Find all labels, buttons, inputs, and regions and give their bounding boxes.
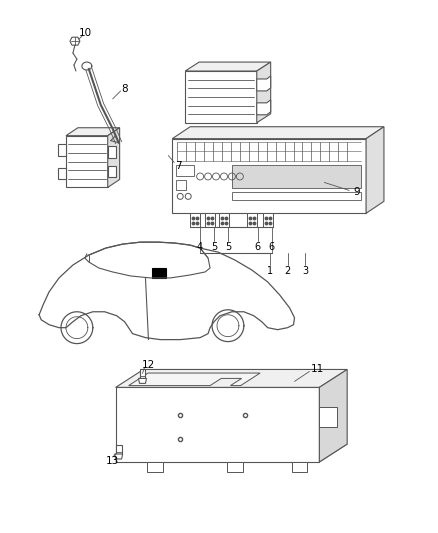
Polygon shape	[140, 369, 145, 378]
Polygon shape	[185, 62, 271, 71]
Text: 6: 6	[268, 242, 275, 252]
Text: 6: 6	[254, 242, 261, 252]
Polygon shape	[58, 144, 66, 156]
Polygon shape	[257, 62, 271, 123]
Text: 4: 4	[197, 242, 203, 252]
Polygon shape	[116, 445, 122, 454]
Polygon shape	[116, 387, 319, 462]
Polygon shape	[176, 181, 186, 190]
Polygon shape	[138, 378, 146, 383]
Polygon shape	[66, 136, 108, 188]
Text: 10: 10	[79, 28, 92, 38]
Polygon shape	[148, 462, 163, 472]
Polygon shape	[227, 462, 243, 472]
Polygon shape	[176, 165, 194, 176]
Text: 12: 12	[142, 360, 155, 370]
Text: 3: 3	[302, 266, 308, 276]
Polygon shape	[108, 166, 116, 177]
Polygon shape	[219, 213, 229, 227]
Polygon shape	[108, 146, 116, 158]
Polygon shape	[232, 165, 361, 188]
Polygon shape	[129, 373, 260, 385]
Polygon shape	[172, 127, 384, 139]
Polygon shape	[257, 76, 271, 91]
Polygon shape	[58, 167, 66, 180]
Text: 2: 2	[284, 266, 291, 276]
Polygon shape	[292, 462, 307, 472]
Polygon shape	[232, 192, 361, 200]
Polygon shape	[257, 100, 271, 115]
Polygon shape	[185, 71, 257, 123]
Text: 13: 13	[106, 456, 119, 466]
Text: 7: 7	[175, 160, 182, 171]
Polygon shape	[263, 213, 273, 227]
Polygon shape	[70, 37, 80, 45]
Polygon shape	[247, 213, 257, 227]
Polygon shape	[152, 268, 166, 278]
Text: 8: 8	[121, 84, 128, 94]
Text: 11: 11	[311, 365, 324, 375]
Polygon shape	[115, 454, 123, 459]
Polygon shape	[205, 213, 215, 227]
Polygon shape	[66, 128, 120, 136]
Text: 1: 1	[267, 266, 273, 276]
Text: 9: 9	[354, 188, 360, 197]
Text: 5: 5	[225, 242, 231, 252]
Polygon shape	[116, 444, 347, 462]
Polygon shape	[190, 213, 200, 227]
Polygon shape	[319, 407, 337, 427]
Polygon shape	[319, 369, 347, 462]
Polygon shape	[116, 369, 347, 387]
Polygon shape	[108, 128, 120, 188]
Polygon shape	[172, 139, 366, 213]
Polygon shape	[366, 127, 384, 213]
Text: 5: 5	[211, 242, 217, 252]
